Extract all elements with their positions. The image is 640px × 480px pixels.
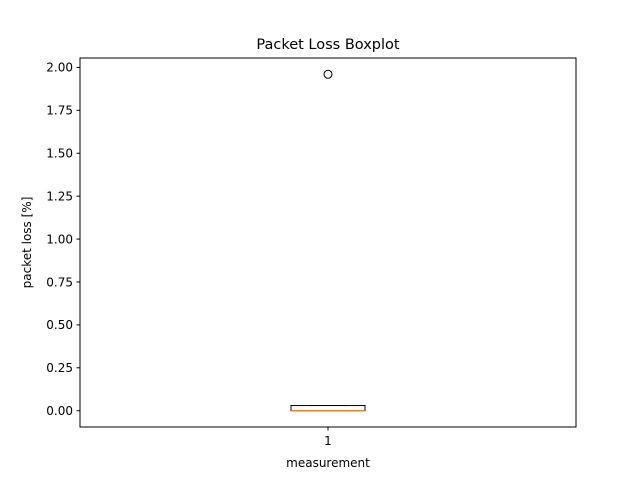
y-axis-label: packet loss [%]	[20, 197, 34, 289]
y-tick-label: 1.25	[46, 189, 73, 203]
x-axis-label: measurement	[286, 456, 370, 470]
y-tick-label: 1.50	[46, 147, 73, 161]
x-tick-label: 1	[324, 434, 332, 448]
chart-title: Packet Loss Boxplot	[256, 37, 400, 53]
y-tick-label: 1.75	[46, 104, 73, 118]
box-group	[290, 69, 366, 412]
y-axis-ticks: 0.00 0.25 0.50 0.75 1.00 1.25 1.50 1.75 2.00	[46, 61, 80, 418]
outlier-point	[323, 69, 333, 79]
y-tick-label: 0.25	[46, 361, 73, 375]
y-tick-label: 1.00	[46, 232, 73, 246]
y-tick-label: 2.00	[46, 61, 73, 75]
y-tick-label: 0.50	[46, 318, 73, 332]
x-axis-ticks: 1	[324, 427, 332, 448]
plot-frame	[79, 57, 577, 428]
box-iqr	[290, 405, 366, 412]
y-tick-label: 0.00	[46, 404, 73, 418]
y-tick-label: 0.75	[46, 275, 73, 289]
